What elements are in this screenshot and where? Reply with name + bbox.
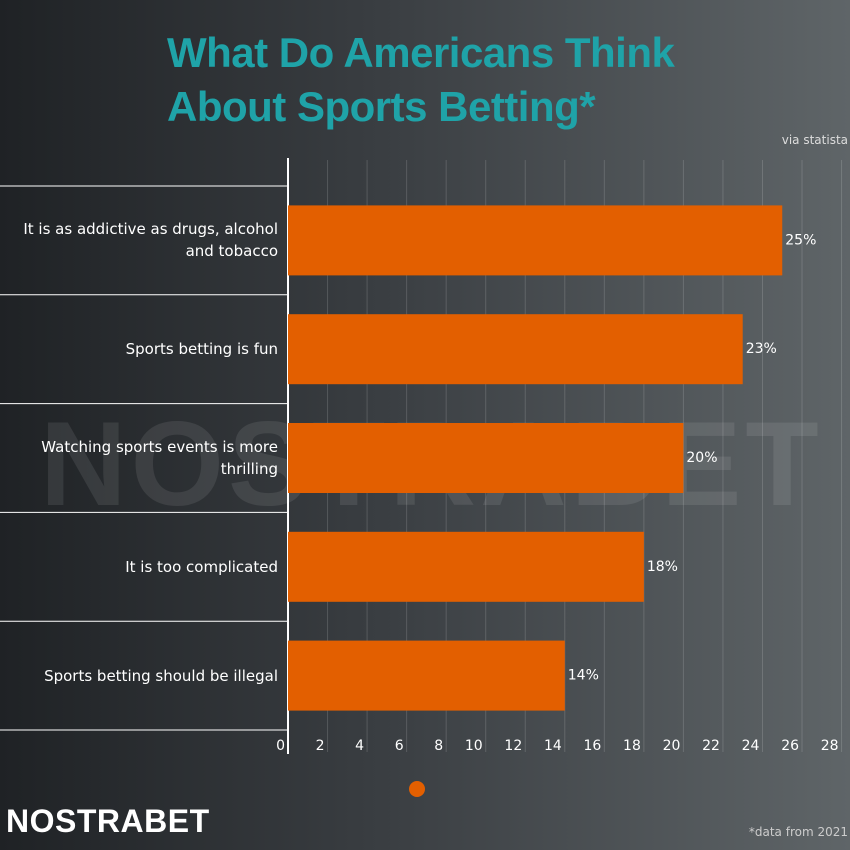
x-tick-label: 10	[465, 738, 483, 754]
x-tick-label: 20	[663, 738, 681, 754]
category-label: It is as addictive as drugs, alcohol and…	[23, 220, 278, 261]
category-label: Watching sports events is more thrilling	[41, 437, 278, 478]
x-tick-label: 6	[395, 738, 404, 754]
category-label: It is too complicated	[125, 557, 278, 576]
value-label: 20%	[686, 450, 717, 466]
value-label: 14%	[568, 668, 599, 684]
bar	[288, 423, 684, 493]
x-tick-label: 14	[544, 738, 562, 754]
x-tick-label: 16	[583, 738, 601, 754]
chart-title: What Do Americans Think About Sports Bet…	[167, 29, 675, 130]
source: via statista	[781, 133, 848, 147]
x-tick-label: 18	[623, 738, 641, 754]
value-label: 23%	[746, 341, 777, 357]
bar	[288, 314, 743, 385]
x-tick-label: 2	[316, 738, 325, 754]
x-tick-label: 8	[434, 738, 443, 754]
bar	[288, 205, 783, 276]
x-tick-label: 12	[504, 738, 522, 754]
x-tick-label: 22	[702, 738, 720, 754]
category-label: Sports betting is fun	[125, 340, 278, 359]
value-label: 18%	[647, 559, 678, 575]
x-tick-label: 0	[276, 738, 285, 754]
x-tick-label: 24	[742, 738, 760, 754]
x-tick-label: 4	[355, 738, 364, 754]
footnote: *data from 2021	[748, 825, 848, 839]
value-label: 25%	[785, 232, 816, 248]
bar	[288, 640, 565, 711]
x-tick-label: 26	[781, 738, 799, 754]
bar	[288, 531, 644, 602]
pager-dot	[409, 781, 425, 797]
brand-logo: NOSTRABET	[6, 803, 210, 839]
x-tick-label: 28	[821, 738, 839, 754]
category-label: Sports betting should be illegal	[44, 666, 278, 685]
